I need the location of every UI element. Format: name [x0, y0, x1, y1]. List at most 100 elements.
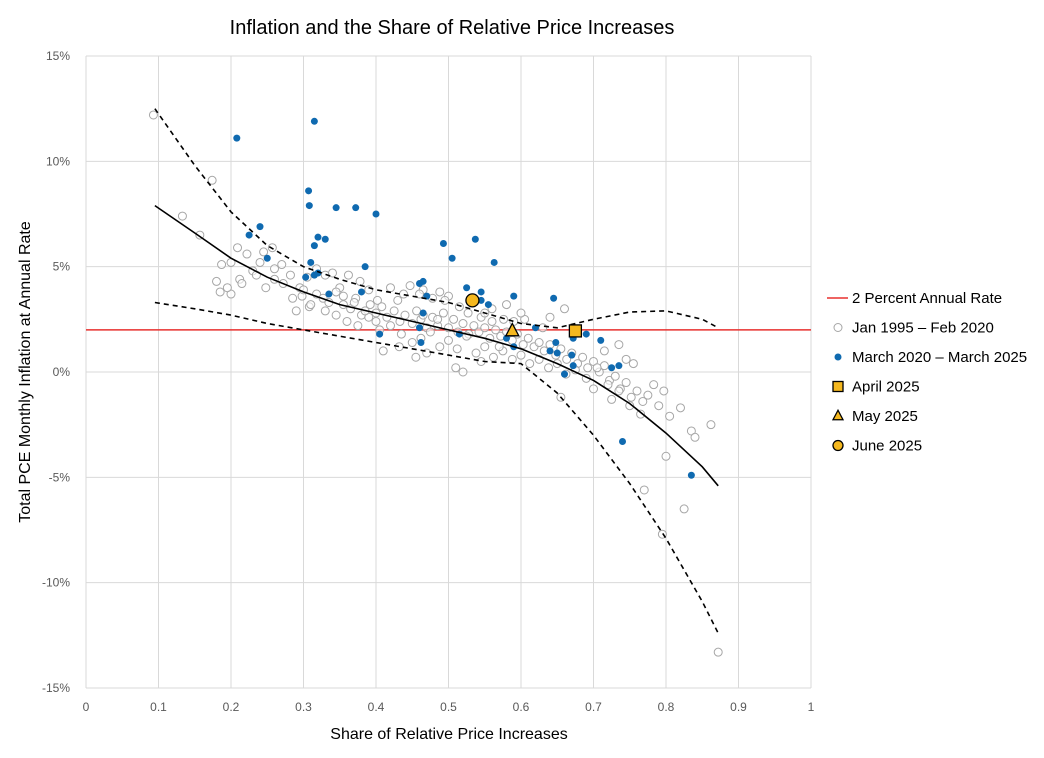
- x-tick-label: 0.2: [223, 700, 240, 714]
- historical-point: [458, 319, 468, 329]
- historical-point: [328, 268, 337, 278]
- y-tick-label: 0%: [53, 365, 71, 379]
- historical-point: [270, 264, 279, 274]
- recent-point: [372, 210, 380, 218]
- x-tick-label: 0.1: [150, 700, 167, 714]
- legend-item-april-2025: April 2025: [832, 379, 920, 396]
- historical-point: [291, 306, 301, 316]
- historical-point: [614, 386, 624, 396]
- historical-point: [435, 287, 445, 297]
- recent-point: [263, 254, 271, 262]
- x-tick-label: 0: [83, 700, 90, 714]
- recent-points: [233, 117, 695, 479]
- historical-point: [607, 394, 617, 404]
- historical-point: [212, 276, 221, 286]
- historical-point: [440, 295, 450, 305]
- legend-label: 2 Percent Annual Rate: [852, 290, 1002, 307]
- recent-point: [553, 349, 561, 357]
- historical-point: [471, 348, 481, 358]
- x-tick-label: 0.4: [368, 700, 385, 714]
- historical-point: [285, 270, 295, 280]
- recent-point: [321, 235, 329, 243]
- historical-point: [625, 401, 635, 411]
- historical-point: [242, 249, 252, 259]
- historical-point: [365, 300, 375, 310]
- recent-point: [305, 202, 313, 210]
- legend-swatch-square: [832, 380, 844, 393]
- recent-point: [245, 231, 253, 239]
- historical-point: [400, 310, 410, 320]
- legend-swatch-hollow-circle: [833, 323, 843, 332]
- fit-line: [154, 204, 719, 487]
- recent-point: [416, 324, 423, 332]
- recent-point: [608, 364, 616, 372]
- historical-point: [371, 316, 381, 326]
- historical-point: [502, 300, 511, 310]
- recent-point: [582, 330, 590, 338]
- legend-swatch-large-circle: [832, 439, 844, 452]
- historical-point: [237, 279, 247, 289]
- historical-point: [377, 302, 387, 312]
- recent-point: [561, 370, 568, 378]
- recent-point: [361, 263, 369, 271]
- recent-point: [256, 223, 264, 231]
- historical-point: [320, 306, 330, 316]
- historical-point: [638, 396, 648, 406]
- upper-band-line: [154, 108, 719, 329]
- recent-point: [307, 258, 315, 266]
- historical-point: [386, 321, 395, 331]
- historical-point: [433, 314, 443, 324]
- historical-point: [411, 352, 421, 362]
- historical-point: [690, 432, 700, 442]
- historical-point: [516, 308, 526, 318]
- recent-point: [477, 296, 485, 304]
- historical-point: [545, 312, 555, 322]
- historical-point: [578, 352, 588, 362]
- historical-point: [480, 323, 490, 333]
- historical-point: [649, 380, 659, 390]
- historical-point: [217, 260, 227, 270]
- recent-point: [615, 362, 623, 370]
- historical-point: [259, 247, 269, 257]
- historical-point: [399, 289, 409, 299]
- may-2025-point: [504, 322, 520, 337]
- historical-point: [639, 485, 649, 495]
- historical-point: [386, 283, 395, 293]
- historical-point: [713, 647, 723, 657]
- recent-point: [332, 204, 340, 212]
- historical-point: [525, 359, 535, 369]
- historical-point: [509, 316, 519, 326]
- recent-point: [484, 301, 492, 309]
- recent-point: [597, 336, 605, 344]
- historical-point: [491, 325, 501, 335]
- recent-point: [546, 347, 554, 355]
- recent-point: [448, 254, 456, 262]
- x-tick-label: 0.7: [585, 700, 602, 714]
- historical-point: [405, 281, 415, 291]
- historical-point: [435, 342, 445, 352]
- historical-point: [614, 340, 624, 350]
- historical-point: [454, 302, 464, 312]
- legend-swatch-filled-circle: [834, 353, 842, 361]
- historical-point: [277, 260, 287, 270]
- historical-point: [148, 110, 158, 120]
- historical-point: [415, 289, 424, 299]
- recent-point: [463, 284, 471, 292]
- recent-point: [503, 334, 510, 342]
- legend-label: Jan 1995 – Feb 2020: [852, 320, 994, 337]
- historical-point: [518, 340, 528, 350]
- recent-point: [417, 339, 425, 347]
- historical-point: [654, 401, 664, 411]
- historical-point: [222, 283, 232, 293]
- legend-label: May 2025: [852, 408, 918, 425]
- x-tick-label: 0.3: [295, 700, 312, 714]
- historical-point: [261, 283, 271, 293]
- recent-point: [471, 235, 479, 243]
- recent-point: [477, 288, 485, 296]
- historical-point: [499, 314, 509, 324]
- historical-point: [636, 409, 646, 419]
- historical-point: [628, 359, 638, 369]
- recent-point: [550, 294, 558, 302]
- recent-point: [439, 239, 447, 247]
